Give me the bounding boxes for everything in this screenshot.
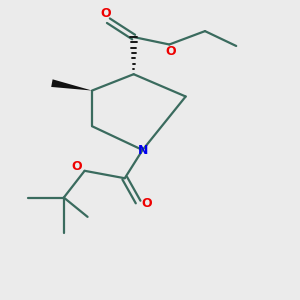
Text: N: N	[137, 143, 148, 157]
Text: O: O	[100, 7, 111, 20]
Polygon shape	[51, 79, 92, 91]
Text: O: O	[72, 160, 83, 173]
Text: O: O	[166, 44, 176, 58]
Text: O: O	[142, 197, 152, 210]
